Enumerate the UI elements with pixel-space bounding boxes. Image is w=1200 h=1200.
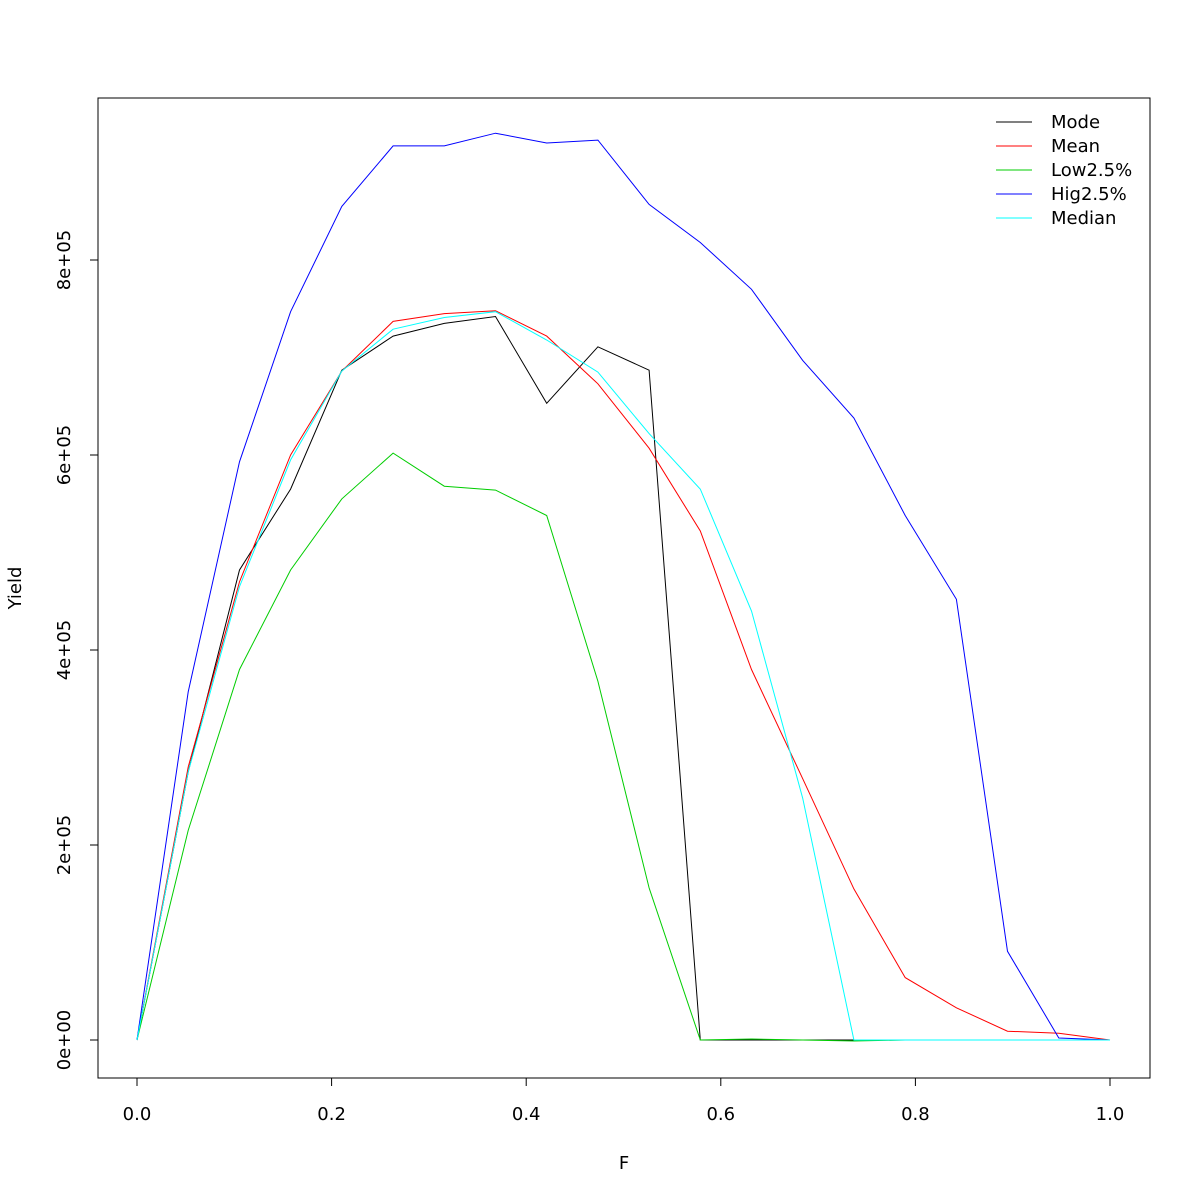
x-axis-title: F xyxy=(619,1153,629,1174)
x-tick-label: 0.0 xyxy=(123,1104,152,1125)
y-tick-label: 8e+05 xyxy=(54,230,75,291)
series-line-mean xyxy=(136,310,1111,1041)
x-axis: 0.0 0.2 0.4 0.6 0.8 1.0 xyxy=(123,1077,1125,1125)
x-tick-label: 0.8 xyxy=(901,1104,930,1125)
series-line-hig2-5- xyxy=(136,132,1111,1041)
plot-frame xyxy=(97,97,1151,1079)
legend-label: Mean xyxy=(1051,136,1100,157)
y-axis: 0e+00 2e+05 4e+05 6e+05 8e+05 xyxy=(54,230,99,1071)
series-layer xyxy=(136,132,1111,1042)
y-tick-label: 4e+05 xyxy=(54,620,75,681)
x-tick-label: 1.0 xyxy=(1096,1104,1125,1125)
y-tick-label: 6e+05 xyxy=(54,425,75,486)
x-tick-label: 0.6 xyxy=(706,1104,735,1125)
legend-label: Median xyxy=(1051,208,1116,229)
y-tick-label: 0e+00 xyxy=(54,1010,75,1071)
legend-label: Hig2.5% xyxy=(1051,184,1127,205)
legend-label: Low2.5% xyxy=(1051,160,1132,181)
legend-label: Mode xyxy=(1051,112,1100,133)
series-line-mode xyxy=(136,315,1110,1041)
legend: Mode Mean Low2.5% Hig2.5% Median xyxy=(996,112,1132,229)
y-tick-label: 2e+05 xyxy=(54,815,75,876)
series-line-median xyxy=(136,311,1110,1041)
y-axis-title: Yield xyxy=(5,567,26,611)
x-tick-label: 0.2 xyxy=(317,1104,346,1125)
series-line-low2-5- xyxy=(136,452,1110,1042)
x-tick-label: 0.4 xyxy=(512,1104,541,1125)
